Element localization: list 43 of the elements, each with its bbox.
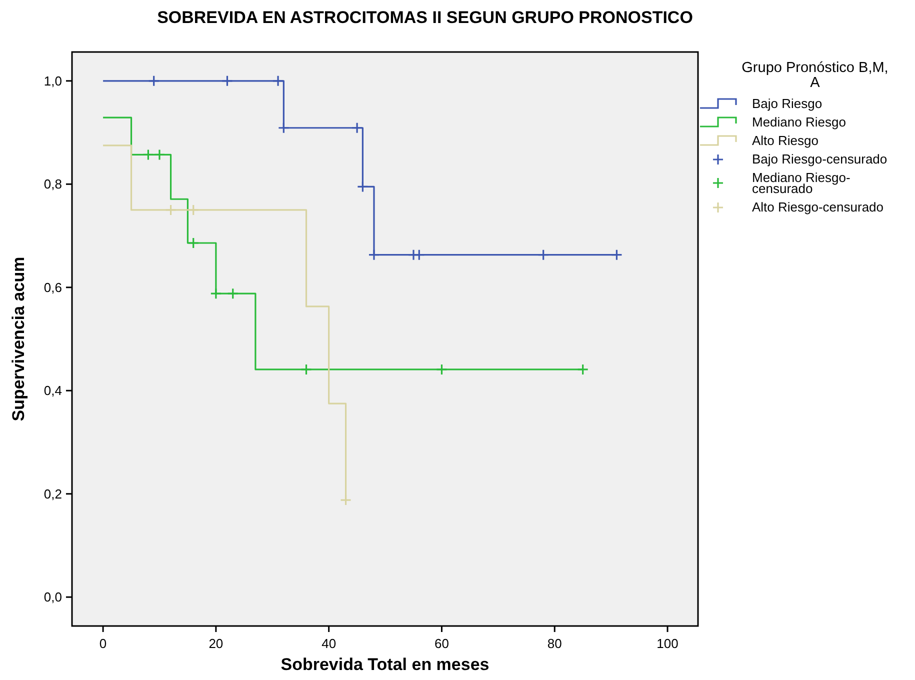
point (577, 364, 589, 376)
legend-label: Bajo Riesgo-censurado (752, 152, 888, 166)
point (188, 204, 200, 216)
x-tick-label: 40 (322, 636, 336, 651)
point (210, 288, 222, 300)
point (272, 75, 284, 87)
point (142, 148, 154, 161)
point (610, 249, 623, 261)
point (300, 364, 312, 376)
point (368, 249, 380, 261)
point (164, 204, 177, 216)
y-tick-label: 0,8 (44, 176, 62, 192)
point (436, 364, 448, 376)
point (356, 180, 369, 193)
x-tick-label: 60 (434, 636, 449, 651)
legend-label: Mediano Riesgo (752, 114, 846, 130)
y-tick-label: 0,2 (44, 486, 62, 502)
y-tick-label: 1,0 (44, 73, 62, 88)
point (148, 75, 160, 87)
x-axis-title: Sobrevida Total en meses (280, 655, 490, 674)
y-axis-title: Supervivencia acum (9, 256, 28, 422)
point (188, 237, 200, 249)
point (221, 75, 234, 87)
chart-title: SOBREVIDA EN ASTROCITOMAS II SEGUN GRUPO PRONOSTICO (157, 8, 693, 27)
point (340, 494, 352, 506)
x-tick-label: 20 (208, 636, 224, 651)
point (351, 122, 363, 134)
x-tick-label: 0 (99, 636, 107, 651)
legend-title: Grupo Pronóstico B,M, A (742, 60, 888, 91)
point (227, 288, 239, 300)
legend-label: Alto Riesgo (752, 133, 818, 148)
point (413, 249, 425, 261)
x-tick-label: 80 (547, 636, 562, 651)
y-tick-label: 0,6 (44, 280, 62, 295)
y-tick-label: 0,0 (44, 590, 62, 605)
point (278, 122, 290, 134)
point (538, 249, 550, 261)
y-tick-label: 0,4 (44, 383, 62, 398)
point (154, 148, 166, 161)
legend-label: Alto Riesgo-censurado (752, 200, 884, 214)
legend-label: Mediano Riesgo-censurado (752, 170, 850, 196)
x-tick-label: 100 (656, 636, 678, 651)
legend-label: Bajo Riesgo (752, 96, 822, 111)
